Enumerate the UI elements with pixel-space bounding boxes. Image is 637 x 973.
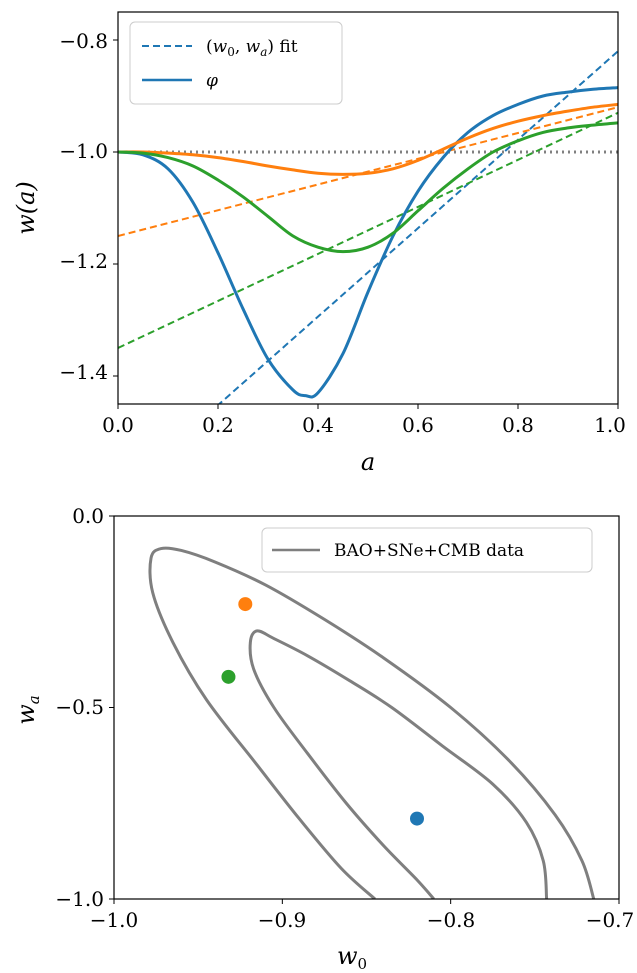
top-plot-series [118, 50, 618, 404]
bottom-y-tick-label: −1.0 [55, 887, 104, 911]
top-x-tick-label: 0.4 [302, 413, 334, 437]
fit-line-orange [118, 106, 618, 237]
fit-line-blue [217, 50, 618, 404]
top-x-tick-label: 0.8 [502, 413, 534, 437]
bottom-x-tick-label: −1.0 [90, 908, 139, 932]
fit-line-green [118, 111, 618, 349]
top-legend-box [129, 21, 343, 105]
bottom-x-tick-label: −0.7 [586, 908, 635, 932]
bottom-x-tick-label: −0.8 [427, 908, 476, 932]
model-point-orange [238, 597, 253, 612]
top-x-tick-label: 1.0 [594, 413, 626, 437]
bottom-chart-panel: −1.0 −0.9 −0.8 −0.7 0.0 −0.5 −1.0 w0 wa … [12, 504, 634, 973]
top-y-tick-label: −1.2 [59, 249, 108, 273]
phi-curve-green [118, 121, 618, 254]
bottom-y-tick-label: 0.0 [72, 504, 104, 528]
legend-phi-label: φ [206, 71, 218, 91]
bottom-legend-box [261, 527, 593, 573]
bottom-x-axis-label: w0 [337, 942, 367, 973]
top-plot-frame [117, 11, 619, 405]
top-y-tick-label: −0.8 [59, 29, 108, 53]
bottom-points [221, 597, 424, 826]
top-chart-panel: 0.0 0.2 0.4 0.6 0.8 1.0 −0.8 −1.0 −1.2 −… [12, 11, 626, 476]
bottom-x-axis-label-main: w [337, 942, 358, 970]
bottom-plot-frame [113, 515, 620, 900]
phi-curve-orange [118, 102, 618, 176]
top-x-tick-label: 0.0 [102, 413, 134, 437]
bottom-axis-ticks [109, 515, 620, 904]
top-x-tick-label: 0.6 [402, 413, 434, 437]
top-x-tick-label: 0.2 [202, 413, 234, 437]
model-point-green [221, 669, 236, 684]
contour-inner [248, 629, 549, 899]
top-axis-ticks [113, 39, 619, 409]
top-y-tick-label: −1.4 [59, 360, 108, 384]
legend-data-label: BAO+SNe+CMB data [334, 541, 524, 561]
top-y-axis-label: w(a) [12, 181, 40, 235]
bottom-x-tick-label: −0.9 [258, 908, 307, 932]
model-point-blue [410, 811, 424, 826]
bottom-y-tick-label: −0.5 [55, 695, 104, 719]
top-x-axis-label: a [361, 448, 375, 476]
bottom-legend: BAO+SNe+CMB data [261, 527, 593, 573]
contour-outer [148, 546, 596, 899]
bottom-contours [148, 546, 596, 899]
top-y-tick-label: −1.0 [59, 139, 108, 163]
phi-curve-blue [118, 86, 618, 399]
bottom-y-axis-label: wa [12, 695, 43, 725]
legend-fit-label: (w0, wa) fit [206, 37, 298, 59]
top-legend: (w0, wa) fit φ [129, 21, 343, 105]
